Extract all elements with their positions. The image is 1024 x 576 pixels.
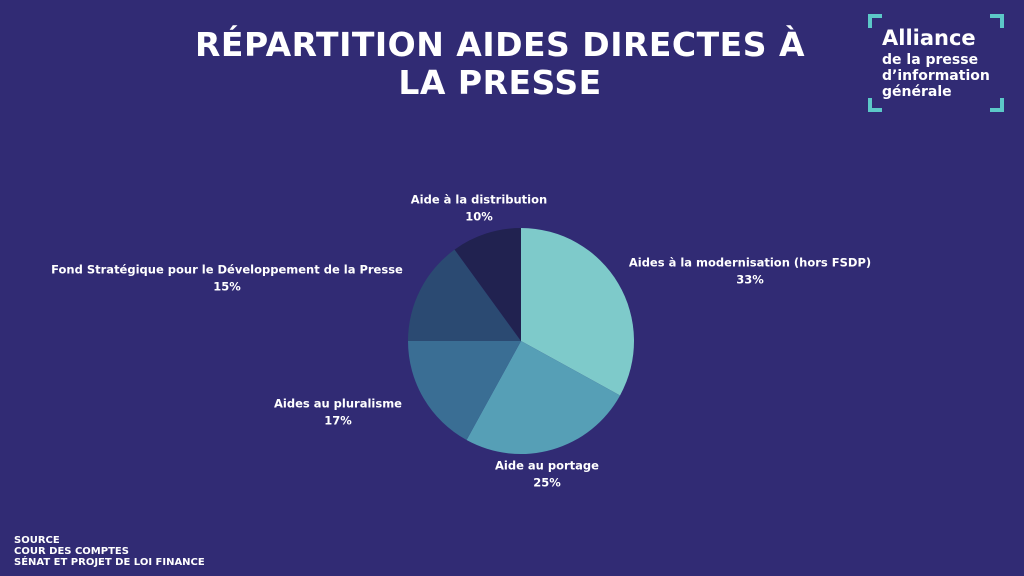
slice-label: Aides au pluralisme xyxy=(274,397,402,411)
slice-label: Aides à la modernisation (hors FSDP) xyxy=(629,256,871,270)
slice-label: Aide au portage xyxy=(495,459,599,473)
logo-line: Alliance xyxy=(882,26,976,50)
logo-frame xyxy=(868,14,1004,112)
source-line: SÉNAT ET PROJET DE LOI FINANCE xyxy=(14,555,205,568)
pie-slice xyxy=(521,228,635,396)
slice-value-label: 33% xyxy=(736,273,764,287)
source-line: SOURCE xyxy=(14,535,60,546)
slice-value-label: 10% xyxy=(465,210,493,224)
pie-slice xyxy=(454,228,521,341)
slice-value-label: 15% xyxy=(213,280,241,294)
slice-label: Fond Stratégique pour le Développement d… xyxy=(51,263,403,277)
slice-value-label: 25% xyxy=(533,476,561,490)
pie-slice xyxy=(408,341,521,441)
pie-slice xyxy=(408,249,521,341)
logo-line: de la presse xyxy=(882,52,978,68)
chart-title: RÉPARTITION AIDES DIRECTES À LA PRESSE xyxy=(194,25,805,102)
logo-line: générale xyxy=(882,84,952,100)
logo-line: d’information xyxy=(882,68,990,84)
slice-value-label: 17% xyxy=(324,414,352,428)
pie-slice xyxy=(466,341,621,454)
source-line: COUR DES COMPTES xyxy=(14,546,129,557)
slice-label: Aide à la distribution xyxy=(411,193,547,207)
